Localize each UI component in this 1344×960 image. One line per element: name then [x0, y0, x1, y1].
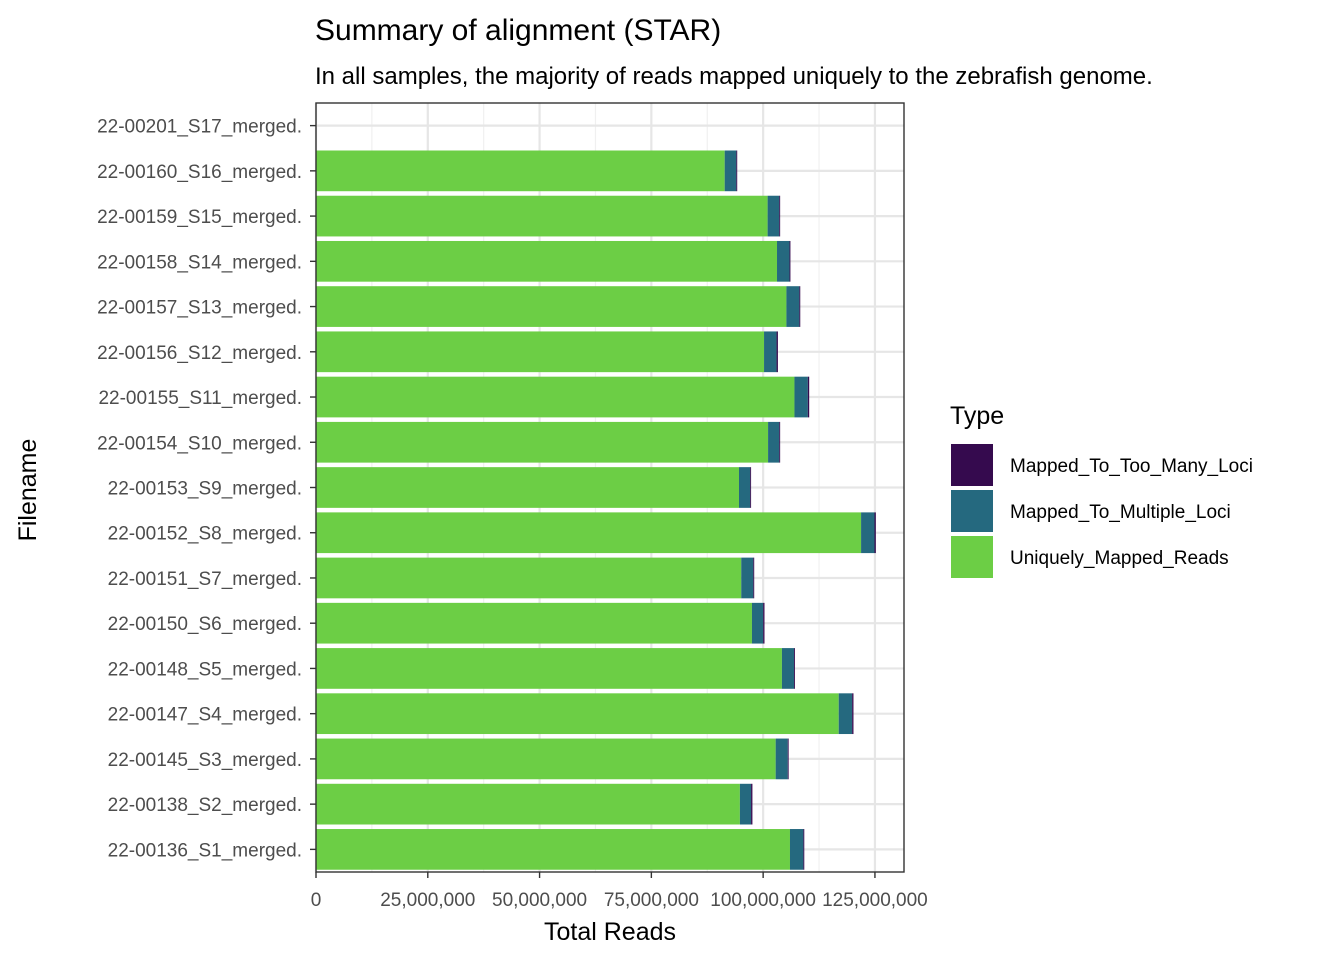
bar-mapped-to-multiple-loci	[739, 467, 751, 508]
x-axis-ticks: 0 25,000,000 50,000,000 75,000,000 100,000,0…	[311, 872, 928, 911]
bar-mapped-to-multiple-loci	[838, 693, 853, 735]
bar-mapped-to-too-many-loci	[751, 783, 753, 825]
panel-border	[315, 102, 905, 873]
y-axis-title: Filename	[14, 439, 42, 542]
bar-uniquely-mapped-reads	[316, 150, 725, 192]
bar-uniquely-mapped-reads	[316, 286, 787, 327]
bar-uniquely-mapped-reads	[316, 648, 782, 689]
bar-mapped-to-too-many-loci	[750, 467, 752, 508]
bar-uniquely-mapped-reads	[316, 512, 862, 554]
bar-mapped-to-multiple-loci	[861, 512, 875, 554]
legend-swatch	[951, 444, 993, 486]
bar-uniquely-mapped-reads	[316, 467, 740, 508]
bar-uniquely-mapped-reads	[316, 738, 776, 780]
bar-mapped-to-multiple-loci	[768, 421, 780, 463]
y-tick-label: 22-00136_S1_merged.	[108, 840, 302, 861]
bar-mapped-to-too-many-loci	[753, 557, 755, 599]
chart-subtitle: In all samples, the majority of reads ma…	[315, 63, 1153, 90]
x-tick-label: 50,000,000	[492, 890, 587, 911]
bar-uniquely-mapped-reads	[316, 602, 752, 644]
x-tick-label: 125,000,000	[822, 890, 928, 911]
bar-uniquely-mapped-reads	[316, 376, 795, 418]
y-tick-label: 22-00159_S15_merged.	[97, 207, 302, 228]
bar-mapped-to-too-many-loci	[803, 829, 805, 870]
bar-mapped-to-too-many-loci	[763, 602, 765, 644]
legend-items: Mapped_To_Too_Many_Loci Mapped_To_Multipl…	[951, 444, 1253, 578]
y-tick-label: 22-00201_S17_merged.	[97, 117, 302, 138]
legend-title: Type	[950, 402, 1004, 430]
bar-mapped-to-too-many-loci	[807, 376, 810, 418]
bar-uniquely-mapped-reads	[316, 331, 765, 373]
x-axis-title: Total Reads	[544, 918, 676, 946]
legend-label: Uniquely_Mapped_Reads	[1010, 548, 1229, 569]
x-tick-label: 100,000,000	[710, 890, 816, 911]
chart-title: Summary of alignment (STAR)	[315, 14, 721, 47]
bar-mapped-to-too-many-loci	[779, 195, 781, 237]
bar-mapped-to-multiple-loci	[789, 829, 804, 870]
y-tick-label: 22-00148_S5_merged.	[108, 659, 302, 680]
bar-mapped-to-multiple-loci	[751, 602, 764, 644]
bar-mapped-to-multiple-loci	[781, 648, 795, 689]
x-tick-label: 75,000,000	[604, 890, 699, 911]
bar-mapped-to-multiple-loci	[724, 150, 737, 192]
bar-uniquely-mapped-reads	[316, 783, 740, 825]
bar-mapped-to-multiple-loci	[794, 376, 808, 418]
y-tick-label: 22-00151_S7_merged.	[108, 569, 302, 590]
bar-mapped-to-multiple-loci	[777, 240, 790, 282]
bar-mapped-to-too-many-loci	[776, 331, 778, 373]
bar-mapped-to-multiple-loci	[739, 783, 752, 825]
y-tick-label: 22-00158_S14_merged.	[97, 252, 302, 273]
bar-uniquely-mapped-reads	[316, 421, 769, 463]
bar-uniquely-mapped-reads	[316, 240, 778, 282]
y-tick-label: 22-00152_S8_merged.	[108, 524, 302, 545]
y-tick-label: 22-00160_S16_merged.	[97, 162, 302, 183]
bar-mapped-to-too-many-loci	[874, 512, 876, 554]
y-tick-label: 22-00153_S9_merged.	[108, 479, 302, 500]
bar-uniquely-mapped-reads	[316, 557, 742, 599]
y-axis-ticks: 22-00201_S17_merged. 22-00160_S16_merged.…	[97, 117, 316, 861]
legend-label: Mapped_To_Multiple_Loci	[1010, 502, 1231, 523]
y-tick-label: 22-00145_S3_merged.	[108, 750, 302, 771]
bar-mapped-to-too-many-loci	[787, 738, 789, 780]
y-tick-label: 22-00155_S11_merged.	[98, 388, 302, 409]
bar-mapped-to-multiple-loci	[786, 286, 800, 327]
bar-mapped-to-too-many-loci	[789, 240, 791, 282]
legend: Type Mapped_To_Too_Many_Loci Mapped_To_Mu…	[950, 402, 1253, 578]
legend-swatch	[951, 490, 993, 532]
bar-uniquely-mapped-reads	[316, 829, 790, 870]
bar-mapped-to-too-many-loci	[852, 693, 854, 735]
bar-mapped-to-multiple-loci	[764, 331, 777, 373]
bar-mapped-to-too-many-loci	[779, 421, 781, 463]
legend-swatch	[951, 536, 993, 578]
bar-mapped-to-too-many-loci	[799, 286, 801, 327]
bar-mapped-to-too-many-loci	[794, 648, 795, 689]
y-tick-label: 22-00156_S12_merged.	[97, 343, 302, 364]
y-tick-label: 22-00138_S2_merged.	[108, 795, 302, 816]
legend-label: Mapped_To_Too_Many_Loci	[1010, 456, 1253, 477]
bar-mapped-to-multiple-loci	[775, 738, 788, 780]
y-tick-label: 22-00150_S6_merged.	[108, 614, 302, 635]
y-tick-label: 22-00147_S4_merged.	[108, 705, 302, 726]
bar-mapped-to-too-many-loci	[736, 150, 738, 192]
y-tick-label: 22-00157_S13_merged.	[97, 298, 302, 319]
y-tick-label: 22-00154_S10_merged.	[97, 433, 302, 454]
x-tick-label: 0	[311, 890, 322, 911]
bar-mapped-to-multiple-loci	[741, 557, 754, 599]
bar-uniquely-mapped-reads	[316, 693, 839, 735]
bar-mapped-to-multiple-loci	[767, 195, 780, 237]
x-tick-label: 25,000,000	[380, 890, 475, 911]
bar-uniquely-mapped-reads	[316, 195, 768, 237]
bars-group	[316, 150, 876, 870]
